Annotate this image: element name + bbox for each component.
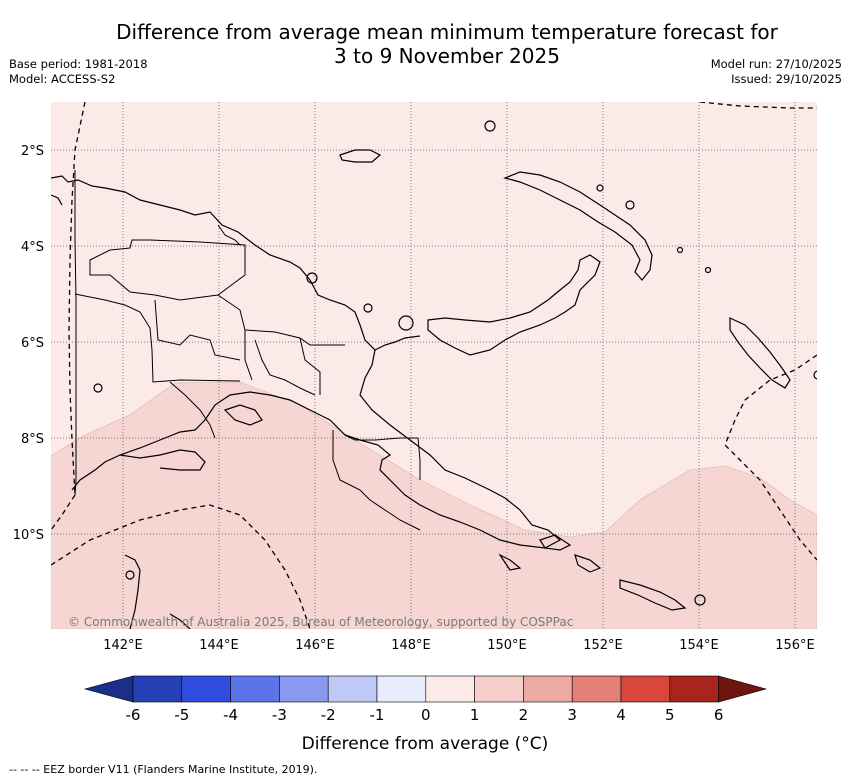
latitude-label: 6°S (21, 336, 44, 351)
colorbar-segment (230, 675, 280, 703)
longitude-label: 142°E (103, 638, 143, 653)
chart-title: Difference from average mean minimum tem… (60, 20, 834, 68)
new-ireland-coast (503, 171, 653, 281)
base-period: Base period: 1981-2018 (9, 57, 148, 71)
meta-right: Model run: 27/10/2025 Issued: 29/10/2025 (711, 57, 842, 87)
colorbar-tick-label: 1 (470, 706, 480, 724)
latitude-label: 10°S (13, 528, 44, 543)
manus-coast (339, 149, 382, 163)
latitude-label: 2°S (21, 144, 44, 159)
longitude-label: 146°E (295, 638, 335, 653)
colorbar-segment (620, 675, 671, 703)
colorbar-segment (669, 675, 719, 703)
colorbar-segment (474, 675, 524, 703)
colorbar-tick-label: -6 (126, 706, 141, 724)
meta-left: Base period: 1981-2018 Model: ACCESS-S2 (9, 57, 148, 87)
colorbar-tick-label: 5 (665, 706, 675, 724)
colorbar-segment (376, 675, 427, 703)
colorbar-tick-label: 3 (567, 706, 577, 724)
eez-borders (51, 102, 817, 629)
title-line-2: 3 to 9 November 2025 (334, 44, 560, 68)
colorbar-segment (425, 675, 475, 703)
copyright-notice: © Commonwealth of Australia 2025, Bureau… (68, 615, 573, 629)
coastlines (51, 120, 817, 629)
colorbar-segment (327, 675, 378, 703)
colorbar-segment (571, 675, 622, 703)
colorbar-tick-label: 6 (714, 706, 724, 724)
colorbar-segment (523, 675, 573, 703)
colorbar-segment (279, 675, 329, 703)
latitude-label: 8°S (21, 432, 44, 447)
colorbar-tick-label: -2 (321, 706, 336, 724)
colorbar-title: Difference from average (°C) (302, 734, 549, 754)
colorbar-tick-label: -5 (174, 706, 189, 724)
new-guinea-coast (51, 175, 562, 549)
longitude-label: 150°E (487, 638, 527, 653)
colorbar (83, 675, 768, 703)
model-name: Model: ACCESS-S2 (9, 72, 116, 86)
colorbar-tick-label: 2 (519, 706, 529, 724)
province-borders (74, 170, 421, 531)
longitude-label: 144°E (199, 638, 239, 653)
latitude-label: 4°S (21, 240, 44, 255)
anomaly-region-1-to-2 (51, 381, 817, 629)
issued-date: Issued: 29/10/2025 (731, 72, 842, 86)
longitude-label: 156°E (775, 638, 815, 653)
longitude-label: 148°E (391, 638, 431, 653)
new-britain-coast (427, 254, 601, 356)
colorbar-segment (181, 675, 231, 703)
longitude-label: 152°E (583, 638, 623, 653)
colorbar-tick-label: 4 (616, 706, 626, 724)
latitude-labels: 2°S 4°S 6°S 8°S 10°S (13, 144, 44, 543)
model-run: Model run: 27/10/2025 (710, 57, 842, 71)
title-line-1: Difference from average mean minimum tem… (116, 20, 778, 44)
colorbar-extend-low (83, 675, 134, 703)
bougainville-coast (729, 317, 791, 389)
colorbar-segment (132, 675, 183, 703)
colorbar-tick-label: 0 (421, 706, 431, 724)
colorbar-tick-label: -1 (370, 706, 385, 724)
longitude-label: 154°E (679, 638, 719, 653)
longitude-labels: 142°E 144°E 146°E 148°E 150°E 152°E 154°E 156°E (103, 638, 815, 653)
colorbar-tick-label: -4 (223, 706, 238, 724)
colorbar-tick-labels: -6 -5 -4 -3 -2 -1 0 1 2 3 4 5 6 (126, 706, 724, 724)
colorbar-tick-label: -3 (272, 706, 287, 724)
colorbar-extend-high (718, 675, 768, 703)
eez-legend-note: -- -- -- EEZ border V11 (Flanders Marine… (9, 763, 318, 776)
